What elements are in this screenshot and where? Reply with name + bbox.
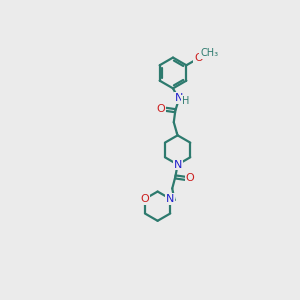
Text: N: N <box>166 194 175 204</box>
Text: O: O <box>156 104 165 114</box>
Text: CH₃: CH₃ <box>200 48 218 58</box>
Text: O: O <box>186 173 194 184</box>
Text: N: N <box>173 160 182 170</box>
Text: N: N <box>175 93 183 103</box>
Text: H: H <box>182 96 189 106</box>
Text: O: O <box>194 53 203 63</box>
Text: O: O <box>141 194 149 204</box>
